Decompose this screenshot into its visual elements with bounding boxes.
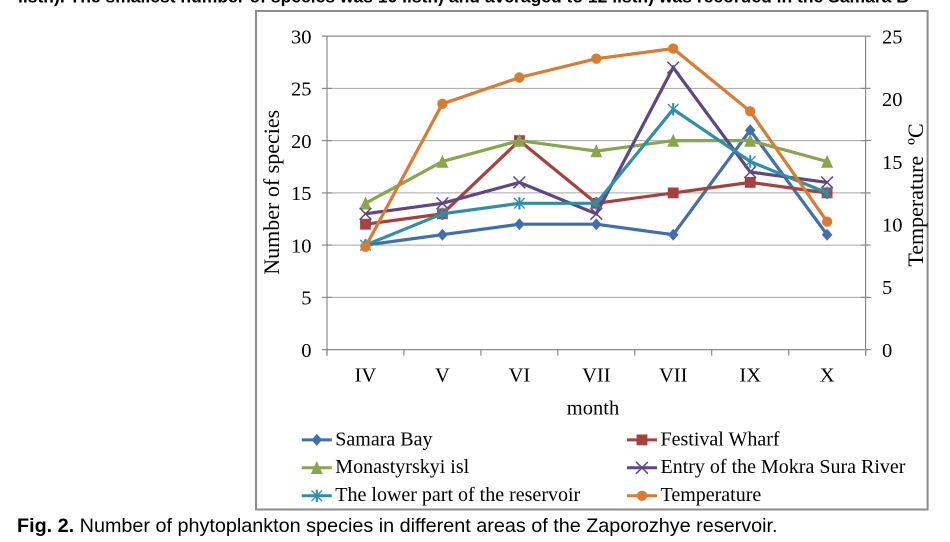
svg-text:5: 5 [882, 277, 892, 299]
svg-text:Festival Wharf: Festival Wharf [661, 428, 780, 450]
svg-text:0: 0 [882, 340, 892, 362]
svg-text:25: 25 [882, 26, 903, 48]
svg-text:VI: VI [509, 365, 531, 387]
svg-text:The lower part of the reservoi: The lower part of the reservoir [335, 484, 580, 506]
svg-text:15: 15 [882, 152, 903, 174]
svg-text:Samara Bay: Samara Bay [335, 428, 432, 450]
svg-text:20: 20 [882, 89, 903, 111]
svg-text:Monastyrskyi isl: Monastyrskyi isl [335, 456, 469, 478]
svg-text:20: 20 [291, 131, 312, 153]
svg-text:Number of species: Number of species [259, 110, 284, 275]
svg-text:V: V [435, 365, 450, 387]
svg-text:VII: VII [659, 365, 688, 387]
svg-text:Temperature ºC: Temperature ºC [903, 123, 928, 266]
svg-text:30: 30 [291, 26, 312, 48]
svg-text:10: 10 [882, 215, 903, 237]
svg-text:X: X [820, 365, 835, 387]
svg-text:Entry of the Mokra Sura River: Entry of the Mokra Sura River [661, 456, 906, 478]
svg-text:VII: VII [582, 365, 611, 387]
svg-text:Temperature: Temperature [661, 484, 762, 506]
svg-text:month: month [567, 398, 619, 420]
svg-text:25: 25 [291, 79, 312, 101]
svg-text:0: 0 [301, 340, 311, 362]
svg-text:IV: IV [355, 365, 377, 387]
svg-text:IX: IX [739, 365, 761, 387]
svg-text:listr.). The smallest number o: listr.). The smallest number of species … [18, 0, 909, 7]
svg-text:15: 15 [291, 183, 312, 205]
svg-text:5: 5 [301, 288, 311, 310]
svg-text:10: 10 [291, 235, 312, 257]
